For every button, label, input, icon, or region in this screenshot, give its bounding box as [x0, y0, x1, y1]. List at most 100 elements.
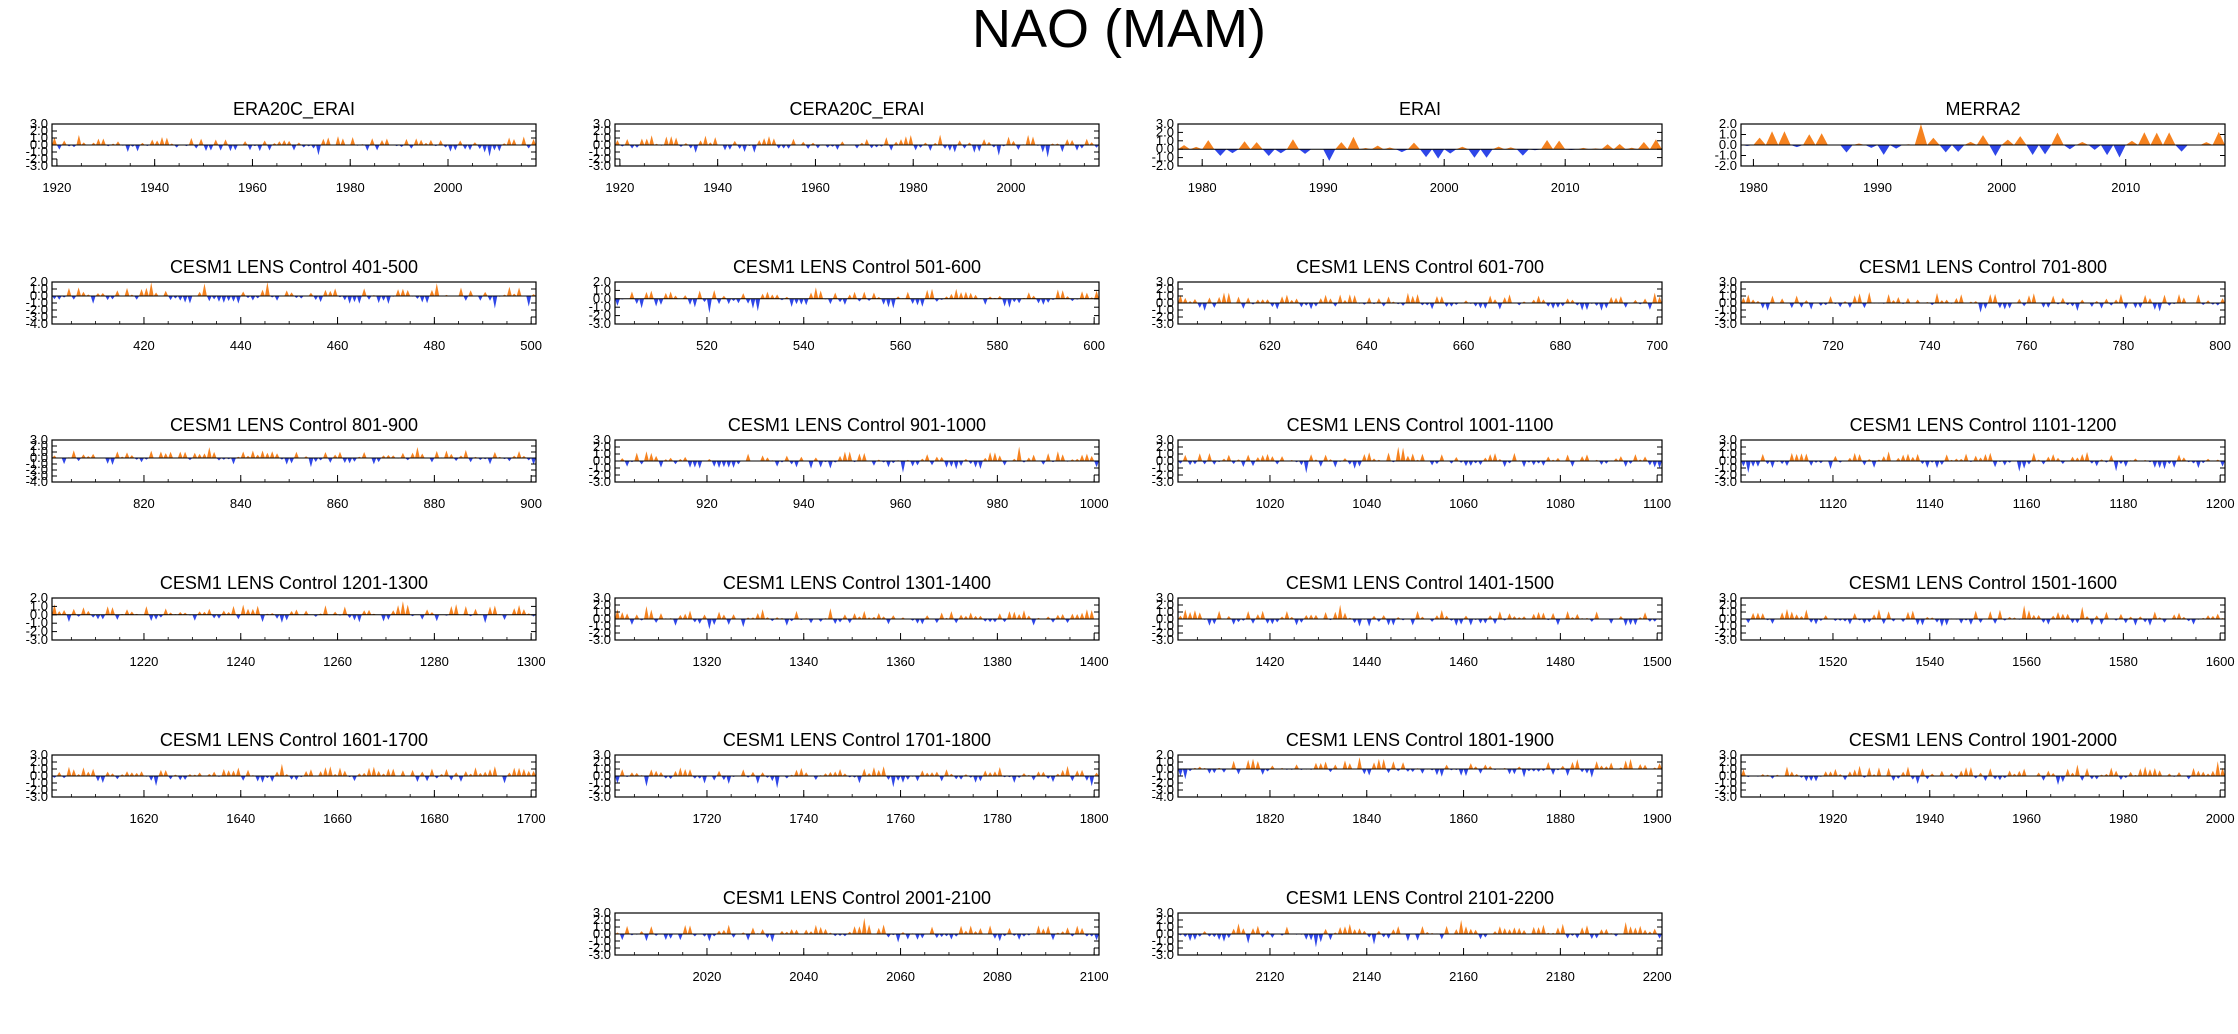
- positive-anomaly-area: [1064, 139, 1070, 145]
- negative-anomaly-area: [866, 298, 872, 301]
- positive-anomaly-area: [1065, 765, 1070, 776]
- positive-anomaly-area: [482, 291, 488, 296]
- positive-anomaly-area: [1463, 300, 1469, 303]
- positive-anomaly-area: [1608, 296, 1614, 303]
- negative-anomaly-area: [910, 298, 916, 305]
- positive-anomaly-area: [1323, 294, 1329, 303]
- x-tick-label: 1680: [420, 811, 449, 826]
- negative-anomaly-area: [1924, 776, 1930, 780]
- positive-anomaly-area: [1497, 926, 1503, 934]
- positive-anomaly-area: [2074, 457, 2080, 461]
- negative-anomaly-area: [1779, 461, 1785, 464]
- negative-anomaly-area: [206, 296, 212, 302]
- y-tick-label: -2.0: [1715, 467, 1737, 482]
- positive-anomaly-area: [177, 611, 183, 615]
- negative-anomaly-area: [250, 296, 256, 301]
- positive-anomaly-area: [973, 931, 978, 934]
- positive-anomaly-area: [1011, 611, 1017, 619]
- positive-anomaly-area: [2220, 298, 2225, 303]
- positive-anomaly-area: [624, 138, 630, 145]
- positive-anomaly-area: [492, 766, 498, 776]
- x-tick-label: 2010: [2111, 180, 2140, 195]
- negative-anomaly-area: [953, 776, 959, 780]
- positive-anomaly-area: [919, 770, 925, 776]
- negative-anomaly-area: [716, 461, 722, 469]
- negative-anomaly-area: [913, 145, 919, 151]
- panel-title: ERAI: [1399, 99, 1441, 119]
- negative-anomaly-area: [1269, 303, 1275, 308]
- positive-anomaly-area: [668, 136, 674, 145]
- negative-anomaly-area: [1478, 934, 1483, 940]
- positive-anomaly-area: [2031, 614, 2037, 619]
- negative-anomaly-area: [71, 145, 77, 148]
- negative-anomaly-area: [1332, 461, 1338, 468]
- negative-anomaly-area: [76, 614, 82, 617]
- negative-anomaly-area: [1574, 934, 1580, 939]
- positive-anomaly-area: [760, 929, 766, 934]
- negative-anomaly-area: [477, 296, 483, 301]
- negative-anomaly-area: [218, 145, 224, 151]
- positive-anomaly-area: [2012, 773, 2017, 776]
- positive-anomaly-area: [1953, 297, 1959, 303]
- positive-anomaly-area: [2142, 766, 2148, 776]
- negative-anomaly-area: [434, 614, 440, 622]
- negative-anomaly-area: [1628, 461, 1633, 464]
- negative-anomaly-area: [706, 934, 712, 942]
- positive-anomaly-area: [76, 287, 82, 296]
- x-tick-label: 980: [987, 496, 1009, 511]
- positive-anomaly-area: [1308, 614, 1314, 619]
- positive-anomaly-area: [168, 451, 173, 458]
- negative-anomaly-area: [405, 458, 411, 461]
- negative-anomaly-area: [1808, 461, 1814, 466]
- positive-anomaly-area: [871, 767, 877, 776]
- positive-anomaly-area: [624, 613, 630, 619]
- positive-anomaly-area: [453, 772, 459, 776]
- positive-anomaly-area: [356, 773, 362, 776]
- negative-anomaly-area: [890, 461, 896, 464]
- positive-anomaly-area: [883, 137, 889, 145]
- negative-anomaly-area: [1511, 769, 1517, 775]
- negative-anomaly-area: [1015, 145, 1021, 150]
- panel-title: CERA20C_ERAI: [789, 99, 924, 120]
- positive-anomaly-area: [2171, 614, 2177, 619]
- positive-anomaly-area: [1265, 453, 1270, 461]
- positive-anomaly-area: [1799, 615, 1804, 619]
- negative-anomaly-area: [415, 776, 420, 782]
- positive-anomaly-area: [124, 609, 130, 615]
- positive-anomaly-area: [2181, 616, 2187, 619]
- positive-anomaly-area: [444, 450, 449, 458]
- positive-anomaly-area: [1284, 611, 1290, 619]
- negative-anomaly-area: [452, 145, 458, 151]
- positive-anomaly-area: [521, 455, 527, 458]
- negative-anomaly-area: [2088, 145, 2101, 150]
- positive-anomaly-area: [827, 771, 833, 776]
- negative-anomaly-area: [1895, 776, 1901, 779]
- positive-anomaly-area: [1197, 453, 1203, 461]
- negative-anomaly-area: [815, 145, 821, 149]
- positive-anomaly-area: [281, 140, 287, 145]
- negative-anomaly-area: [1939, 461, 1945, 466]
- positive-anomaly-area: [1390, 929, 1396, 934]
- positive-anomaly-area: [1279, 616, 1285, 619]
- x-tick-label: 960: [890, 496, 912, 511]
- positive-anomaly-area: [371, 766, 377, 776]
- positive-anomaly-area: [163, 769, 169, 776]
- positive-anomaly-area: [702, 614, 707, 619]
- positive-anomaly-area: [2210, 615, 2216, 619]
- positive-anomaly-area: [90, 453, 96, 458]
- y-tick-label: -2.0: [1152, 158, 1174, 173]
- y-tick-label: -2.0: [1715, 309, 1737, 324]
- x-tick-label: 1920: [605, 180, 634, 195]
- x-tick-label: 1600: [2206, 654, 2235, 669]
- positive-anomaly-area: [134, 772, 140, 776]
- negative-anomaly-area: [1647, 303, 1653, 310]
- positive-anomaly-area: [1323, 454, 1329, 461]
- positive-anomaly-area: [332, 773, 338, 776]
- x-tick-label: 1140: [1916, 496, 1944, 511]
- positive-anomaly-area: [1069, 139, 1075, 145]
- positive-anomaly-area: [1361, 454, 1367, 461]
- negative-anomaly-area: [148, 776, 154, 781]
- positive-anomaly-area: [124, 771, 130, 776]
- positive-anomaly-area: [1250, 758, 1256, 769]
- positive-anomaly-area: [1652, 928, 1658, 934]
